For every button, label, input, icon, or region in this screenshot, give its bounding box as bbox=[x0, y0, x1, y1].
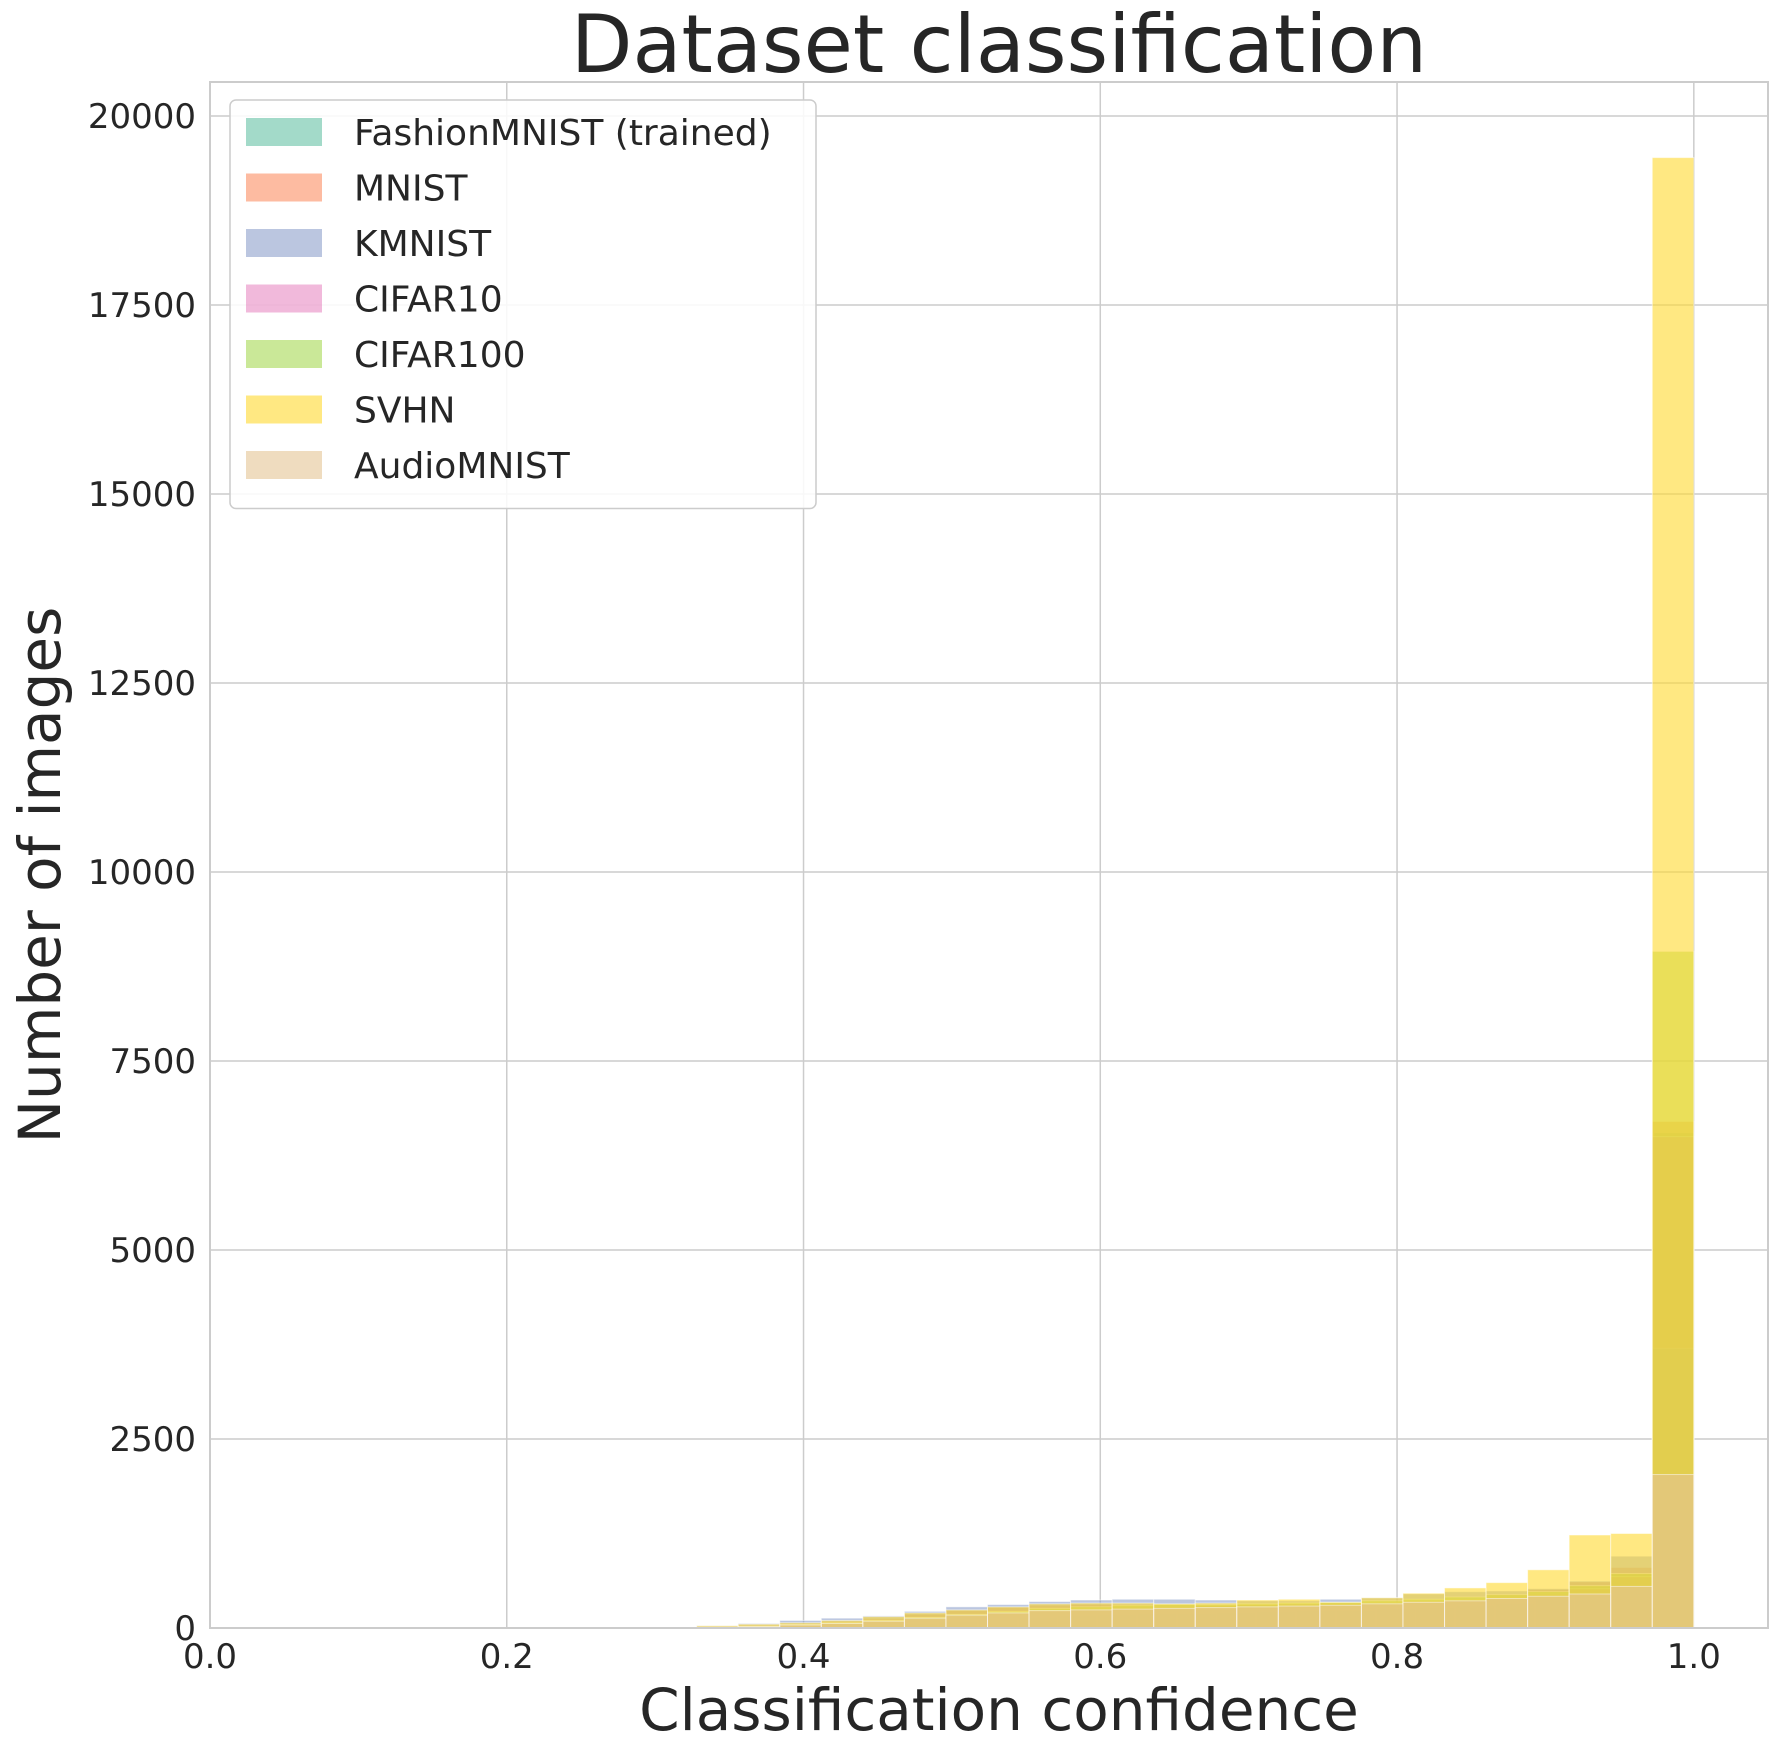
legend-label: FashionMNIST (trained) bbox=[354, 113, 772, 154]
legend-swatch bbox=[246, 285, 322, 313]
legend-swatch bbox=[246, 396, 322, 424]
legend: FashionMNIST (trained) MNIST KMNIST CIFAR10… bbox=[230, 100, 816, 509]
x-axis-label: Classification confidence bbox=[639, 1676, 1359, 1744]
legend-label: AudioMNIST bbox=[354, 446, 571, 487]
series-bars bbox=[655, 1137, 1694, 1628]
legend-label: CIFAR10 bbox=[354, 280, 503, 321]
legend-label: SVHN bbox=[354, 391, 455, 432]
legend-swatch bbox=[246, 451, 322, 479]
histogram-bar bbox=[1154, 1608, 1196, 1628]
histogram-bar bbox=[1278, 1606, 1320, 1628]
legend-swatch bbox=[246, 118, 322, 146]
y-axis-label: Number of images bbox=[6, 607, 74, 1144]
histogram-bar bbox=[1361, 1604, 1403, 1628]
histogram-bar bbox=[1652, 1475, 1694, 1628]
histogram-bar bbox=[1652, 158, 1694, 1628]
series-bars bbox=[779, 1133, 1694, 1628]
histogram-bar bbox=[1029, 1611, 1071, 1628]
histogram-bar bbox=[1445, 1601, 1487, 1628]
y-tick-label: 5000 bbox=[109, 1231, 196, 1271]
y-tick-label: 10000 bbox=[88, 853, 196, 893]
legend-swatch bbox=[246, 340, 322, 368]
legend-label: CIFAR100 bbox=[354, 335, 526, 376]
legend-swatch bbox=[246, 174, 322, 202]
x-tick-label: 0.4 bbox=[776, 1637, 830, 1677]
x-tick-label: 0.6 bbox=[1073, 1637, 1127, 1677]
histogram-bar bbox=[1195, 1608, 1237, 1628]
histogram-bar bbox=[946, 1615, 988, 1628]
x-tick-label: 0.8 bbox=[1370, 1637, 1424, 1677]
histogram-bar bbox=[863, 1621, 905, 1628]
chart-title: Dataset classification bbox=[571, 0, 1427, 91]
histogram-bar bbox=[1403, 1602, 1445, 1628]
y-tick-label: 2500 bbox=[109, 1420, 196, 1460]
x-tick-label: 0.2 bbox=[480, 1637, 534, 1677]
histogram-bar bbox=[1320, 1605, 1362, 1628]
histogram-bar bbox=[904, 1618, 946, 1628]
legend-label: MNIST bbox=[354, 169, 468, 210]
y-tick-label: 20000 bbox=[88, 97, 196, 137]
y-tick-label: 0 bbox=[174, 1609, 196, 1649]
y-tick-label: 17500 bbox=[88, 286, 196, 326]
series-bars bbox=[655, 951, 1694, 1628]
histogram-bar bbox=[1486, 1599, 1528, 1628]
y-tick-label: 7500 bbox=[109, 1042, 196, 1082]
series-bars bbox=[655, 1121, 1694, 1628]
histogram-bar bbox=[988, 1613, 1030, 1628]
x-tick-label: 1.0 bbox=[1667, 1637, 1721, 1677]
histogram-bar bbox=[1611, 1586, 1653, 1628]
legend-label: KMNIST bbox=[354, 224, 492, 265]
histogram-bar bbox=[1071, 1610, 1113, 1628]
legend-swatch bbox=[246, 229, 322, 257]
y-tick-label: 12500 bbox=[88, 664, 196, 704]
histogram-bar bbox=[1237, 1607, 1279, 1628]
histogram-bar bbox=[1112, 1609, 1154, 1628]
y-tick-label: 15000 bbox=[88, 475, 196, 515]
histogram-bar bbox=[1528, 1596, 1570, 1628]
histogram-bar bbox=[1569, 1594, 1611, 1628]
